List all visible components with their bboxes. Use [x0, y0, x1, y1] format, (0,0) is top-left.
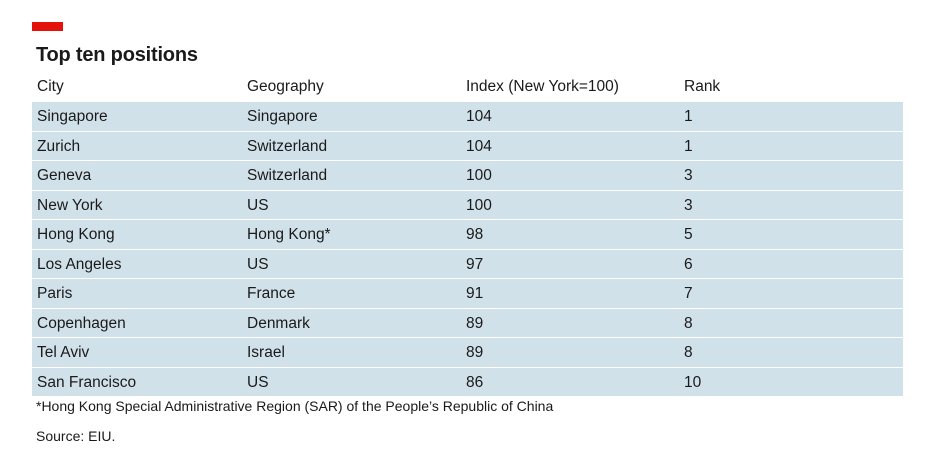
cell-index: 100 [466, 167, 492, 184]
cell-index: 100 [466, 196, 492, 214]
cell-city: Paris [37, 285, 73, 302]
cell-index: 86 [466, 373, 484, 391]
table-row: Geneva Switzerland 100 3 [32, 160, 903, 190]
data-table: City Geography Index (New York=100) Rank… [32, 72, 903, 396]
table-row: Los Angeles US 97 6 [32, 248, 903, 278]
cell-geography: France [247, 285, 296, 302]
table-row: San Francisco US 86 10 [32, 366, 903, 396]
table-row: Paris France 91 7 [32, 278, 903, 308]
cell-rank: 8 [684, 344, 693, 361]
cell-index: 104 [466, 108, 492, 125]
cell-geography: Switzerland [247, 137, 328, 155]
cell-index: 89 [466, 344, 484, 361]
cell-rank: 8 [684, 314, 693, 332]
column-header-city: City [37, 78, 64, 95]
cell-rank: 3 [684, 196, 693, 214]
accent-bar [32, 22, 63, 31]
cell-index: 104 [466, 137, 492, 155]
cell-city: Los Angeles [37, 255, 122, 273]
table-row: Tel Aviv Israel 89 8 [32, 337, 903, 367]
cell-city: Tel Aviv [37, 344, 90, 361]
table-row: Copenhagen Denmark 89 8 [32, 307, 903, 337]
cell-city: Hong Kong [37, 226, 115, 243]
cell-geography: Switzerland [247, 167, 328, 184]
cell-rank: 1 [684, 137, 693, 155]
cell-geography: Hong Kong* [247, 226, 331, 243]
footnote: *Hong Kong Special Administrative Region… [36, 398, 554, 414]
cell-city: Singapore [37, 108, 108, 125]
cell-index: 91 [466, 285, 484, 302]
cell-rank: 10 [684, 373, 702, 391]
source-note: Source: EIU. [36, 428, 116, 444]
cell-city: Geneva [37, 167, 92, 184]
cell-geography: US [247, 255, 269, 273]
cell-index: 98 [466, 226, 484, 243]
cell-geography: US [247, 373, 269, 391]
column-header-geography: Geography [247, 78, 324, 95]
chart-title: Top ten positions [36, 44, 198, 66]
cell-geography: Israel [247, 344, 285, 361]
cell-city: Zurich [37, 137, 81, 155]
cell-city: New York [37, 196, 103, 214]
cell-rank: 5 [684, 226, 693, 243]
cell-city: Copenhagen [37, 314, 126, 332]
table-row: Singapore Singapore 104 1 [32, 101, 903, 131]
cell-index: 97 [466, 255, 484, 273]
cell-rank: 3 [684, 167, 693, 184]
table-row: New York US 100 3 [32, 189, 903, 219]
cell-geography: Singapore [247, 108, 318, 125]
cell-rank: 6 [684, 255, 693, 273]
table-body: Singapore Singapore 104 1 Zurich Switzerland 1… [32, 101, 903, 396]
cell-rank: 1 [684, 108, 693, 125]
cell-rank: 7 [684, 285, 693, 302]
table-row: Zurich Switzerland 104 1 [32, 130, 903, 160]
table-row: Hong Kong Hong Kong* 98 5 [32, 219, 903, 249]
table-header-row: City Geography Index (New York=100) Rank [32, 72, 903, 101]
cell-geography: Denmark [247, 314, 310, 332]
cell-city: San Francisco [37, 373, 137, 391]
cell-geography: US [247, 196, 269, 214]
cell-index: 89 [466, 314, 484, 332]
column-header-index: Index (New York=100) [466, 78, 619, 95]
column-header-rank: Rank [684, 78, 721, 95]
